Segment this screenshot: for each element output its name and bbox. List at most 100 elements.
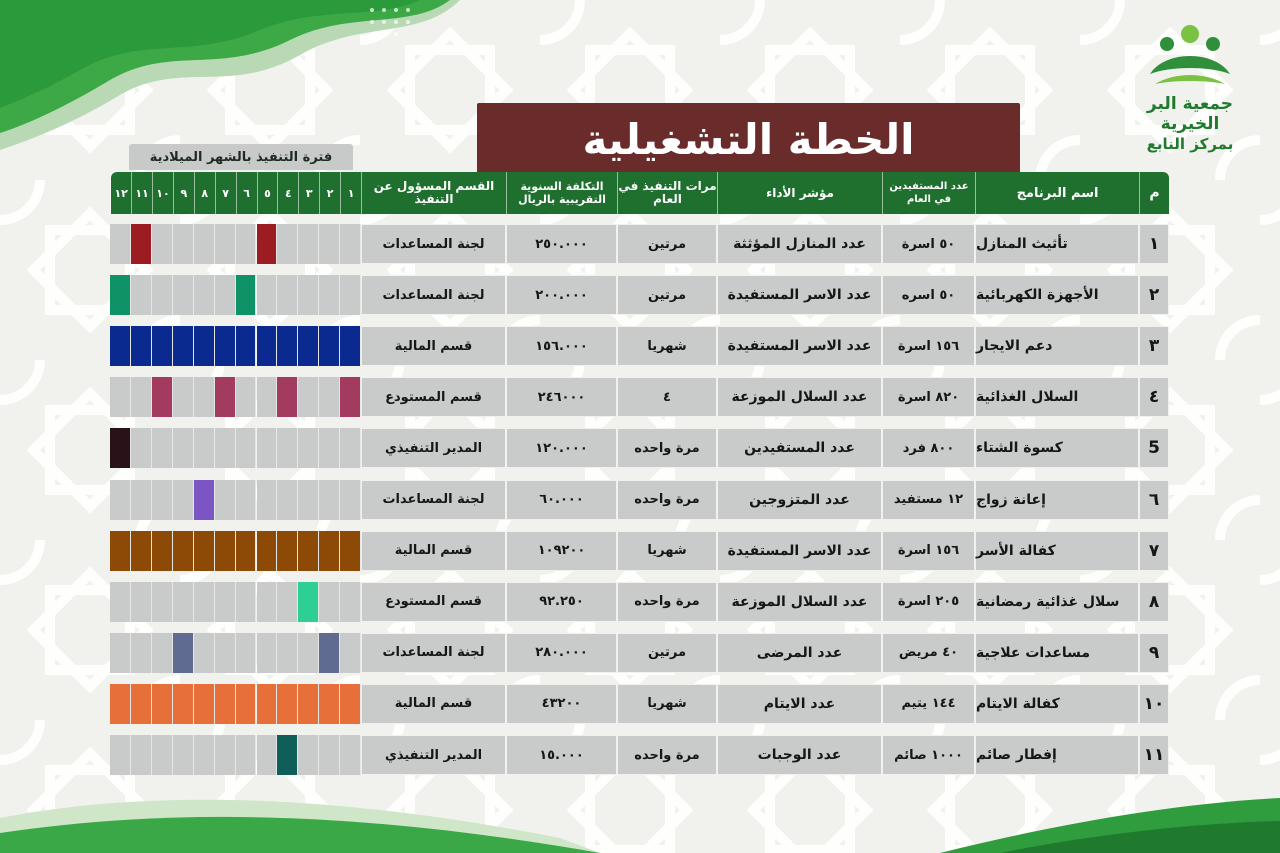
cell-indicator: عدد السلال الموزعة <box>717 377 882 418</box>
header-cost: التكلفة السنوية التقريبية بالريال <box>506 172 617 214</box>
month-cell-2 <box>319 581 341 622</box>
month-cell-4 <box>277 479 299 520</box>
cell-cost: ١٠٩٢٠٠ <box>506 530 617 571</box>
month-cell-8 <box>193 326 215 367</box>
header-month-4: ٤ <box>277 172 298 214</box>
month-cell-7 <box>214 683 236 724</box>
cell-name: إفطار صائم <box>975 735 1139 775</box>
month-cell-10 <box>152 581 173 622</box>
cell-department: لجنة المساعدات <box>361 275 506 316</box>
logo-location: بمركز النابع <box>1146 135 1234 153</box>
table-row: قسم المالية ٤٣٢٠٠ شهريا عدد الايتام ١٤٤ يتيم… <box>110 683 1169 724</box>
cell-name: تأثيث المنازل <box>975 224 1139 264</box>
cell-frequency: شهريا <box>617 530 717 571</box>
month-cell-3 <box>298 581 320 622</box>
month-cell-10 <box>152 479 173 520</box>
cell-cost: ٢٤٦٠٠٠ <box>506 377 617 418</box>
month-cell-8 <box>193 632 215 673</box>
bottom-wave-decoration <box>0 798 1280 853</box>
month-cell-10 <box>152 632 173 673</box>
cell-index: ١١ <box>1139 735 1169 775</box>
month-cell-8 <box>193 479 215 520</box>
cell-indicator: عدد المرضى <box>717 632 882 673</box>
cell-name: السلال الغذائية <box>975 377 1139 418</box>
cell-department: قسم المستودع <box>361 581 506 622</box>
month-cell-12 <box>110 632 132 673</box>
month-cell-5 <box>256 581 278 622</box>
cell-cost: ٢٨٠.٠٠٠ <box>506 632 617 673</box>
month-cell-3 <box>298 632 320 673</box>
month-cell-6 <box>235 632 257 673</box>
month-cell-6 <box>235 479 257 520</box>
month-cell-2 <box>319 632 341 673</box>
month-cell-7 <box>214 530 236 571</box>
month-cell-4 <box>277 326 299 367</box>
month-cell-3 <box>298 275 320 316</box>
month-cell-4 <box>277 632 299 673</box>
cell-frequency: مرتين <box>617 224 717 264</box>
header-department: القسم المسؤول عن التنفيذ <box>361 172 506 214</box>
cell-cost: ٦٠.٠٠٠ <box>506 479 617 520</box>
month-cell-3 <box>298 479 320 520</box>
month-cell-6 <box>235 326 257 367</box>
table-row: قسم المالية ١٠٩٢٠٠ شهريا عدد الاسر المستفيد… <box>110 530 1169 571</box>
month-cell-4 <box>277 377 299 418</box>
cell-indicator: عدد الاسر المستفيدة <box>717 275 882 316</box>
month-cell-9 <box>172 735 194 775</box>
month-cell-11 <box>131 632 152 673</box>
month-cell-5 <box>256 224 278 264</box>
month-cell-8 <box>193 530 215 571</box>
cell-indicator: عدد السلال الموزعة <box>717 581 882 622</box>
month-cell-7 <box>214 479 236 520</box>
month-cell-10 <box>152 377 173 418</box>
cell-beneficiaries: ٢٠٥ اسرة <box>882 581 975 622</box>
month-cell-4 <box>277 683 299 724</box>
cell-department: لجنة المساعدات <box>361 632 506 673</box>
table-header: ١ ٢ ٣ ٤ ٥ ٦ ٧ ٨ ٩ ١٠ ١١ ١٢ القسم المسؤول عن التنفيذ ا… <box>110 172 1169 214</box>
cell-name: كفالة الايتام <box>975 683 1139 724</box>
month-cell-7 <box>214 377 236 418</box>
month-cell-1 <box>340 479 361 520</box>
month-cell-12 <box>110 479 132 520</box>
cell-indicator: عدد المتزوجين <box>717 479 882 520</box>
month-cell-2 <box>319 326 341 367</box>
month-cell-4 <box>277 224 299 264</box>
month-cell-1 <box>340 683 361 724</box>
month-cell-9 <box>172 632 194 673</box>
month-cell-9 <box>172 377 194 418</box>
month-cell-6 <box>235 683 257 724</box>
month-cell-9 <box>172 683 194 724</box>
cell-index: ١ <box>1139 224 1169 264</box>
cell-index: ٣ <box>1139 326 1169 367</box>
month-cell-10 <box>152 530 173 571</box>
cell-index: 5 <box>1139 428 1169 469</box>
cell-indicator: عدد الاسر المستفيدة <box>717 530 882 571</box>
month-cell-5 <box>256 377 278 418</box>
month-cell-1 <box>340 224 361 264</box>
cell-beneficiaries: ١٤٤ يتيم <box>882 683 975 724</box>
organization-logo: جمعية البر الخيرية بمركز النابع <box>1120 22 1260 153</box>
month-cell-2 <box>319 428 341 469</box>
header-month-9: ٩ <box>172 172 194 214</box>
month-cell-6 <box>235 581 257 622</box>
month-cell-4 <box>277 530 299 571</box>
cell-beneficiaries: ٨٠٠ فرد <box>882 428 975 469</box>
month-cell-11 <box>131 275 152 316</box>
table-row: المدير التنفيذي ١٥.٠٠٠ مرة واحده عدد الوجبا… <box>110 735 1169 775</box>
month-cell-3 <box>298 428 320 469</box>
cell-beneficiaries: ١٥٦ اسرة <box>882 530 975 571</box>
month-cell-8 <box>193 377 215 418</box>
cell-frequency: شهريا <box>617 683 717 724</box>
header-beneficiaries: عدد المستفيدين في العام <box>882 172 975 214</box>
month-cell-9 <box>172 275 194 316</box>
cell-name: الأجهزة الكهربائية <box>975 275 1139 316</box>
table-row: قسم المالية ١٥٦.٠٠٠ شهريا عدد الاسر المستفي… <box>110 326 1169 367</box>
month-cell-12 <box>110 275 132 316</box>
month-cell-7 <box>214 581 236 622</box>
header-month-10: ١٠ <box>152 172 173 214</box>
month-cell-3 <box>298 683 320 724</box>
cell-cost: ٩٢.٢٥٠ <box>506 581 617 622</box>
month-cell-2 <box>319 377 341 418</box>
header-frequency: مرات التنفيذ في العام <box>617 172 717 214</box>
cell-index: ١٠ <box>1139 683 1169 724</box>
